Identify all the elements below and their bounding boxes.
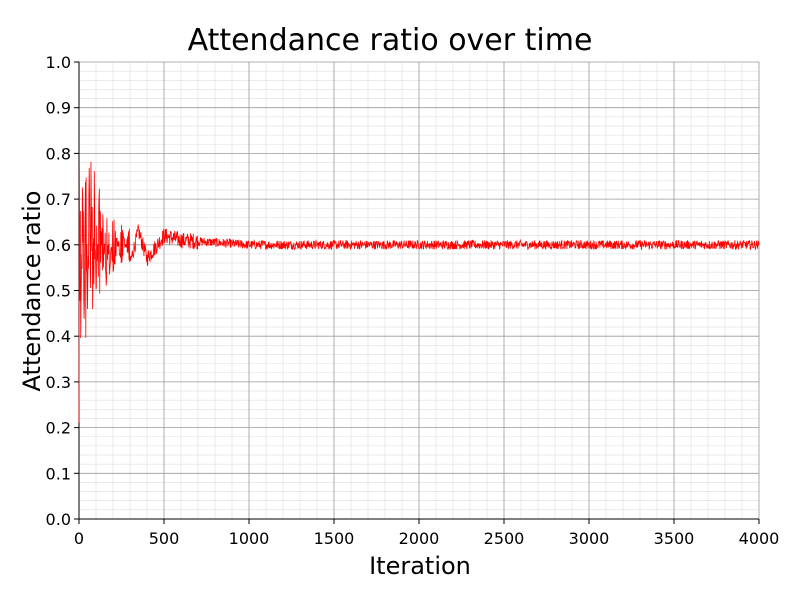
y-tick-label: 0.6	[46, 236, 71, 255]
series-line	[78, 161, 760, 423]
x-axis-label: Iteration	[369, 552, 471, 580]
y-axis-label: Attendance ratio	[18, 191, 46, 392]
x-tick-label: 500	[149, 529, 180, 548]
x-tick-label: 4000	[739, 529, 780, 548]
x-tick-label: 1500	[314, 529, 355, 548]
x-tick-label: 1000	[229, 529, 270, 548]
y-tick-label: 0.0	[46, 510, 71, 529]
series-layer	[78, 161, 760, 423]
y-tick-label: 0.5	[46, 282, 71, 301]
x-tick-label: 0	[74, 529, 84, 548]
y-tick-label: 0.9	[46, 99, 71, 118]
chart-title: Attendance ratio over time	[188, 23, 593, 58]
grid	[78, 61, 760, 520]
y-tick-label: 0.7	[46, 190, 71, 209]
y-tick-label: 0.2	[46, 419, 71, 438]
x-tick-label: 3500	[654, 529, 695, 548]
y-tick-label: 0.1	[46, 464, 71, 483]
x-tick-label: 2500	[484, 529, 525, 548]
x-tick-label: 2000	[399, 529, 440, 548]
y-tick-label: 0.3	[46, 373, 71, 392]
ticks: 0 500 1000 1500 2000 2500 3000 3500 4000 0.0 0.1 0.…	[46, 53, 780, 548]
y-tick-label: 0.4	[46, 327, 71, 346]
x-tick-label: 3000	[569, 529, 610, 548]
y-tick-label: 0.8	[46, 144, 71, 163]
y-tick-label: 1.0	[46, 53, 71, 72]
